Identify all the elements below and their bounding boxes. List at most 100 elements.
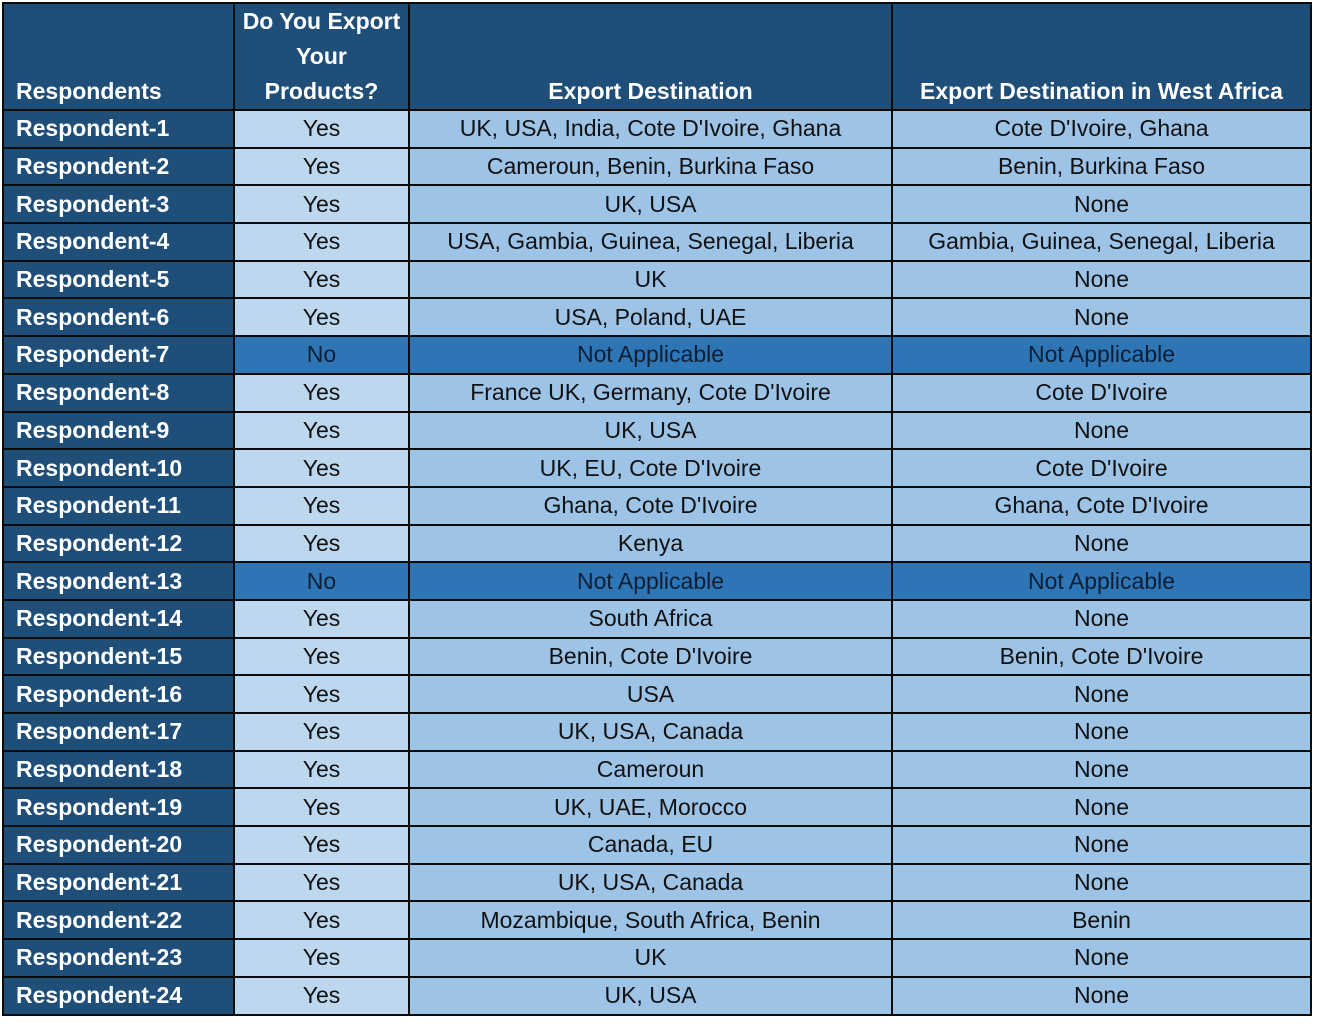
west-africa-destination-cell: None xyxy=(891,598,1312,639)
export-destination-cell: Benin, Cote D'Ivoire xyxy=(408,636,893,677)
table-row: Respondent-8 Yes France UK, Germany, Cote … xyxy=(2,372,1312,413)
table-row: Respondent-9 Yes UK, USA None xyxy=(2,410,1312,451)
west-africa-destination-cell: Cote D'Ivoire, Ghana xyxy=(891,109,1312,149)
export-answer-cell: Yes xyxy=(233,523,410,564)
respondent-name-cell: Respondent-8 xyxy=(2,372,235,413)
respondent-name-cell: Respondent-3 xyxy=(2,184,235,225)
table-row: Respondent-21 Yes UK, USA, Canada None xyxy=(2,862,1312,903)
export-destination-cell: Not Applicable xyxy=(408,335,893,375)
export-destination-cell: UK, UAE, Morocco xyxy=(408,787,893,828)
export-destination-cell: Kenya xyxy=(408,523,893,564)
export-destination-cell: Cameroun xyxy=(408,749,893,790)
respondent-name-cell: Respondent-22 xyxy=(2,900,235,941)
export-answer-cell: No xyxy=(233,561,410,601)
export-destination-cell: UK xyxy=(408,259,893,300)
respondent-name-cell: Respondent-16 xyxy=(2,674,235,714)
table-row: Respondent-19 Yes UK, UAE, Morocco None xyxy=(2,787,1312,828)
respondent-name-cell: Respondent-23 xyxy=(2,938,235,978)
respondent-name-cell: Respondent-19 xyxy=(2,787,235,828)
west-africa-destination-cell: None xyxy=(891,259,1312,300)
respondent-name-cell: Respondent-13 xyxy=(2,561,235,601)
respondent-name-cell: Respondent-12 xyxy=(2,523,235,564)
respondent-name-cell: Respondent-24 xyxy=(2,975,235,1016)
respondent-name-cell: Respondent-17 xyxy=(2,712,235,752)
export-destination-cell: UK, USA xyxy=(408,410,893,451)
export-destination-cell: UK, USA xyxy=(408,975,893,1016)
export-answer-cell: Yes xyxy=(233,184,410,225)
table-row: Respondent-14 Yes South Africa None xyxy=(2,598,1312,639)
respondent-name-cell: Respondent-21 xyxy=(2,862,235,903)
export-destination-cell: USA, Gambia, Guinea, Senegal, Liberia xyxy=(408,222,893,262)
table-row: Respondent-4 Yes USA, Gambia, Guinea, Sene… xyxy=(2,222,1312,262)
respondent-name-cell: Respondent-14 xyxy=(2,598,235,639)
export-answer-cell: Yes xyxy=(233,146,410,187)
column-header-west-africa-destination: Export Destination in West Africa xyxy=(891,2,1312,111)
west-africa-destination-cell: None xyxy=(891,523,1312,564)
table-row: Respondent-11 Yes Ghana, Cote D'Ivoire Ghan… xyxy=(2,485,1312,526)
export-answer-cell: Yes xyxy=(233,485,410,526)
table-body: Respondent-1 Yes UK, USA, India, Cote D'Iv… xyxy=(2,109,1312,1016)
table-row: Respondent-12 Yes Kenya None xyxy=(2,523,1312,564)
export-table-container: Respondents Do You Export Your Products?… xyxy=(2,2,1312,1016)
export-answer-cell: Yes xyxy=(233,448,410,488)
export-answer-cell: Yes xyxy=(233,975,410,1016)
export-destination-cell: South Africa xyxy=(408,598,893,639)
respondent-name-cell: Respondent-9 xyxy=(2,410,235,451)
respondent-name-cell: Respondent-7 xyxy=(2,335,235,375)
export-answer-cell: Yes xyxy=(233,674,410,714)
west-africa-destination-cell: None xyxy=(891,938,1312,978)
west-africa-destination-cell: Benin, Burkina Faso xyxy=(891,146,1312,187)
export-answer-cell: Yes xyxy=(233,825,410,865)
west-africa-destination-cell: None xyxy=(891,862,1312,903)
west-africa-destination-cell: None xyxy=(891,975,1312,1016)
table-row: Respondent-7 No Not Applicable Not Applicab… xyxy=(2,335,1312,375)
export-answer-cell: Yes xyxy=(233,222,410,262)
west-africa-destination-cell: None xyxy=(891,825,1312,865)
column-header-do-you-export: Do You Export Your Products? xyxy=(233,2,410,111)
export-answer-cell: Yes xyxy=(233,598,410,639)
table-row: Respondent-10 Yes UK, EU, Cote D'Ivoire Cot… xyxy=(2,448,1312,488)
table-row: Respondent-17 Yes UK, USA, Canada None xyxy=(2,712,1312,752)
export-answer-cell: Yes xyxy=(233,259,410,300)
respondent-name-cell: Respondent-15 xyxy=(2,636,235,677)
export-destination-cell: UK, USA, Canada xyxy=(408,712,893,752)
respondent-name-cell: Respondent-6 xyxy=(2,297,235,338)
table-row: Respondent-16 Yes USA None xyxy=(2,674,1312,714)
table-row: Respondent-1 Yes UK, USA, India, Cote D'Iv… xyxy=(2,109,1312,149)
table-row: Respondent-3 Yes UK, USA None xyxy=(2,184,1312,225)
table-row: Respondent-6 Yes USA, Poland, UAE None xyxy=(2,297,1312,338)
table-row: Respondent-20 Yes Canada, EU None xyxy=(2,825,1312,865)
west-africa-destination-cell: Not Applicable xyxy=(891,335,1312,375)
table-row: Respondent-22 Yes Mozambique, South Africa… xyxy=(2,900,1312,941)
respondent-name-cell: Respondent-4 xyxy=(2,222,235,262)
export-answer-cell: Yes xyxy=(233,749,410,790)
west-africa-destination-cell: Cote D'Ivoire xyxy=(891,448,1312,488)
export-answer-cell: Yes xyxy=(233,862,410,903)
export-destination-cell: UK, USA, Canada xyxy=(408,862,893,903)
west-africa-destination-cell: None xyxy=(891,674,1312,714)
respondent-name-cell: Respondent-20 xyxy=(2,825,235,865)
table-row: Respondent-24 Yes UK, USA None xyxy=(2,975,1312,1016)
respondent-name-cell: Respondent-18 xyxy=(2,749,235,790)
export-destination-cell: Canada, EU xyxy=(408,825,893,865)
table-row: Respondent-15 Yes Benin, Cote D'Ivoire Beni… xyxy=(2,636,1312,677)
respondent-name-cell: Respondent-10 xyxy=(2,448,235,488)
west-africa-destination-cell: Not Applicable xyxy=(891,561,1312,601)
west-africa-destination-cell: None xyxy=(891,410,1312,451)
export-destination-cell: Cameroun, Benin, Burkina Faso xyxy=(408,146,893,187)
respondent-name-cell: Respondent-1 xyxy=(2,109,235,149)
table-row: Respondent-18 Yes Cameroun None xyxy=(2,749,1312,790)
export-answer-cell: Yes xyxy=(233,297,410,338)
export-answer-cell: Yes xyxy=(233,410,410,451)
west-africa-destination-cell: None xyxy=(891,712,1312,752)
table-row: Respondent-13 No Not Applicable Not Applica… xyxy=(2,561,1312,601)
west-africa-destination-cell: Benin, Cote D'Ivoire xyxy=(891,636,1312,677)
export-destination-cell: Not Applicable xyxy=(408,561,893,601)
export-destination-cell: UK, EU, Cote D'Ivoire xyxy=(408,448,893,488)
table-row: Respondent-23 Yes UK None xyxy=(2,938,1312,978)
respondent-name-cell: Respondent-11 xyxy=(2,485,235,526)
column-header-export-destination: Export Destination xyxy=(408,2,893,111)
west-africa-destination-cell: None xyxy=(891,787,1312,828)
export-destinations-table: Respondents Do You Export Your Products?… xyxy=(2,2,1312,1016)
export-answer-cell: Yes xyxy=(233,787,410,828)
